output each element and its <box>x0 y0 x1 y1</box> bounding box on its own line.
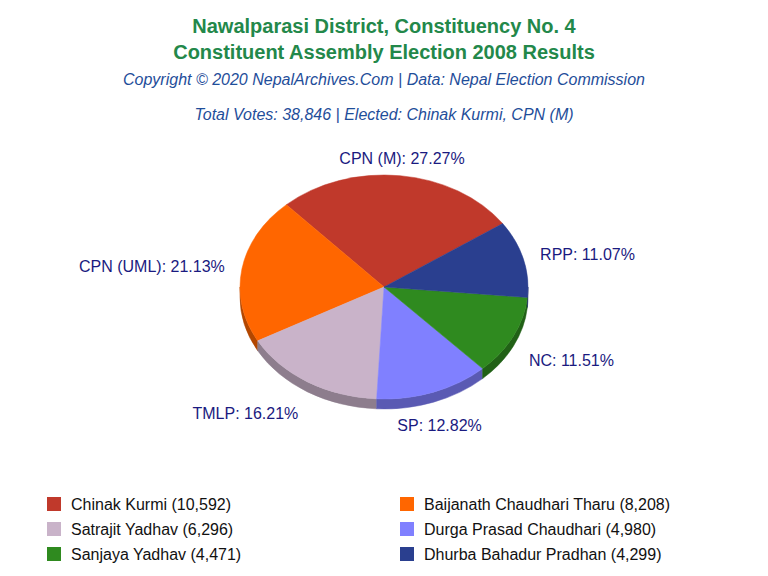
data-label: CPN (M): 27.27% <box>339 150 464 167</box>
legend-label: Dhurba Bahadur Pradhan (4,299) <box>424 546 662 563</box>
legend-label: Durga Prasad Chaudhari (4,980) <box>424 521 656 538</box>
legend-label: Baijanath Chaudhari Tharu (8,208) <box>424 496 670 513</box>
annotation: Total Votes: 38,846 | Elected: Chinak Ku… <box>194 106 573 123</box>
legend-label: Chinak Kurmi (10,592) <box>71 496 231 513</box>
legend-swatch <box>400 547 414 561</box>
data-label: NC: 11.51% <box>529 352 614 369</box>
legend-swatch <box>47 547 61 561</box>
pie-slice <box>384 287 527 369</box>
legend-label: Satrajit Yadhav (6,296) <box>71 521 233 538</box>
legend-swatch <box>47 522 61 536</box>
data-label: RPP: 11.07% <box>540 246 635 263</box>
pie-slices <box>240 175 528 399</box>
legend-swatch <box>400 497 414 511</box>
pie-slice <box>384 224 528 298</box>
subtitle: Constituent Assembly Election 2008 Resul… <box>173 41 595 63</box>
chart-svg: Nawalparasi District, Constituency No. 4… <box>0 0 768 576</box>
pie-slice <box>258 287 384 399</box>
legend-label: Sanjaya Yadhav (4,471) <box>71 546 241 563</box>
data-label: CPN (UML): 21.13% <box>79 258 225 275</box>
annotation: Copyright © 2020 NepalArchives.Com | Dat… <box>123 71 645 88</box>
data-label: SP: 12.82% <box>397 417 482 434</box>
chart-root: Nawalparasi District, Constituency No. 4… <box>0 0 768 576</box>
title: Nawalparasi District, Constituency No. 4 <box>192 15 576 37</box>
data-label: TMLP: 16.21% <box>192 405 298 422</box>
legend-swatch <box>47 497 61 511</box>
legend-swatch <box>400 522 414 536</box>
